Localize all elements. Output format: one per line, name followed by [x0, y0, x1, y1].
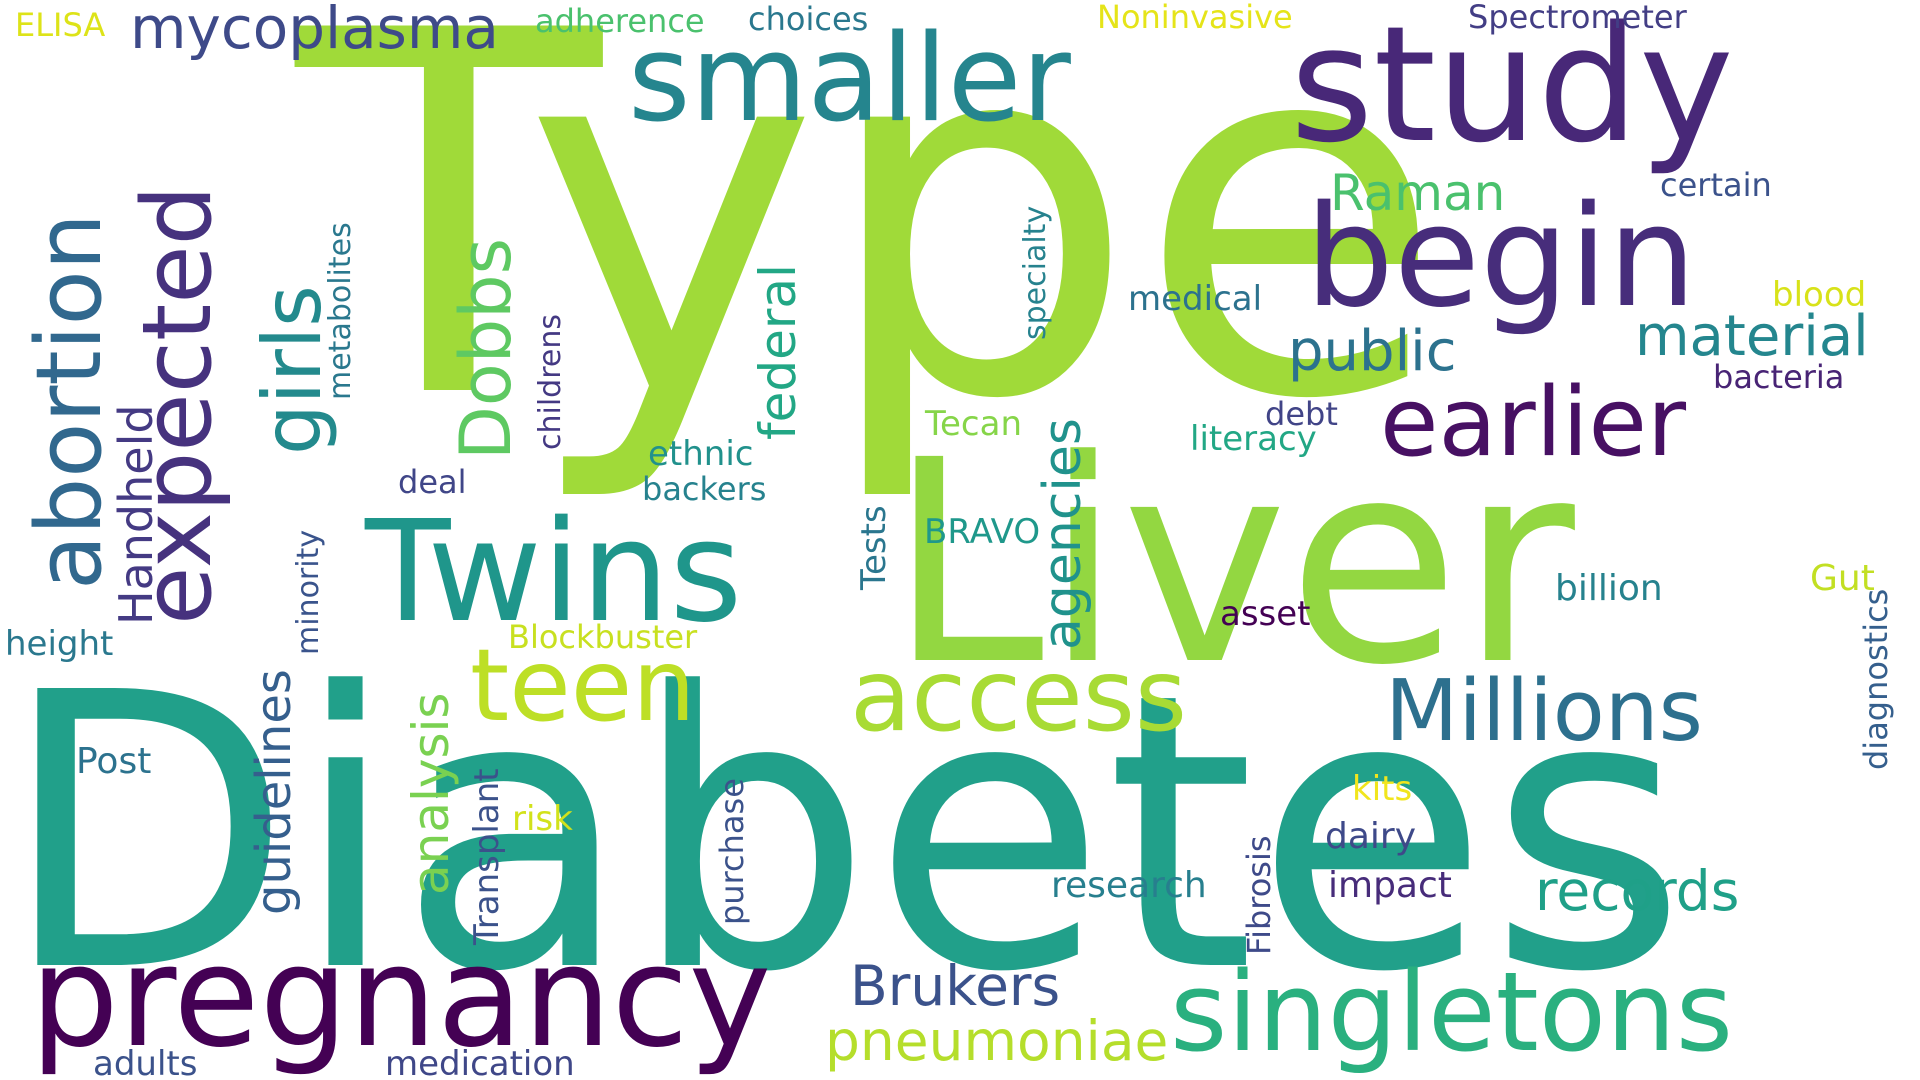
- word-backers: backers: [642, 470, 766, 508]
- word-bacteria: bacteria: [1713, 358, 1844, 396]
- word-agencies: agencies: [1033, 418, 1093, 650]
- word-pneumoniae: pneumoniae: [825, 1009, 1168, 1073]
- word-specialty: specialty: [1018, 206, 1053, 340]
- word-blood: blood: [1772, 275, 1866, 315]
- word-impact: impact: [1328, 865, 1452, 906]
- word-minority: minority: [291, 530, 326, 655]
- word-blockbuster: Blockbuster: [508, 618, 698, 656]
- word-expected: expected: [123, 185, 233, 625]
- word-mycoplasma: mycoplasma: [130, 0, 499, 62]
- word-deal: deal: [398, 463, 467, 501]
- word-raman: Raman: [1330, 164, 1505, 222]
- word-federal: federal: [749, 264, 807, 440]
- word-twins: Twins: [364, 491, 742, 654]
- word-adults: adults: [93, 1044, 197, 1080]
- word-millions: Millions: [1385, 662, 1703, 761]
- word-pregnancy: pregnancy: [30, 916, 771, 1079]
- word-begin: begin: [1305, 176, 1697, 339]
- word-bravo: BRAVO: [924, 512, 1040, 552]
- word-dairy: dairy: [1325, 816, 1416, 857]
- word-asset: asset: [1220, 594, 1311, 634]
- word-access: access: [850, 637, 1187, 754]
- word-girls: girls: [246, 285, 339, 455]
- word-noninvasive: Noninvasive: [1097, 0, 1293, 36]
- word-records: records: [1535, 859, 1739, 923]
- word-public: public: [1288, 319, 1457, 384]
- word-diabetes: Diabetes: [0, 612, 1687, 1055]
- word-debt: debt: [1265, 395, 1338, 433]
- word-kits: kits: [1352, 769, 1412, 809]
- word-choices: choices: [748, 0, 868, 38]
- word-handheld: Handheld: [109, 404, 163, 625]
- word-risk: risk: [512, 799, 573, 839]
- word-fibrosis: Fibrosis: [1240, 835, 1278, 955]
- word-analysis: analysis: [402, 693, 460, 895]
- word-adherence: adherence: [535, 2, 705, 40]
- word-metabolites: metabolites: [323, 222, 358, 400]
- word-height: height: [5, 624, 113, 664]
- word-material: material: [1635, 304, 1869, 369]
- word-post: Post: [76, 741, 151, 782]
- word-brukers: Brukers: [850, 954, 1060, 1018]
- word-spectrometer: Spectrometer: [1468, 0, 1688, 36]
- word-purchase: purchase: [713, 778, 751, 925]
- word-gut: Gut: [1810, 558, 1875, 599]
- word-type: Type: [288, 0, 1444, 508]
- word-research: research: [1051, 865, 1207, 906]
- word-medication: medication: [385, 1044, 575, 1080]
- word-smaller: smaller: [628, 10, 1071, 149]
- word-singletons: singletons: [1170, 948, 1733, 1076]
- word-childrens: childrens: [533, 314, 568, 450]
- word-literacy: literacy: [1190, 419, 1317, 459]
- word-medical: medical: [1128, 279, 1262, 319]
- word-certain: certain: [1660, 166, 1772, 204]
- word-billion: billion: [1555, 568, 1663, 609]
- word-abortion: abortion: [17, 213, 122, 590]
- word-liver: Liver: [888, 401, 1578, 727]
- word-earlier: earlier: [1380, 368, 1687, 478]
- word-diagnostics: diagnostics: [1857, 589, 1895, 770]
- word-ethnic: ethnic: [648, 434, 754, 474]
- word-study: study: [1290, 0, 1734, 178]
- word-teen: teen: [470, 627, 696, 744]
- word-dobbs: Dobbs: [445, 238, 527, 460]
- word-guidelines: guidelines: [246, 669, 302, 915]
- word-elisa: ELISA: [15, 6, 105, 44]
- word-tests: Tests: [854, 505, 894, 591]
- word-tecan: Tecan: [924, 404, 1022, 444]
- word-transplant: Transplant: [467, 768, 507, 946]
